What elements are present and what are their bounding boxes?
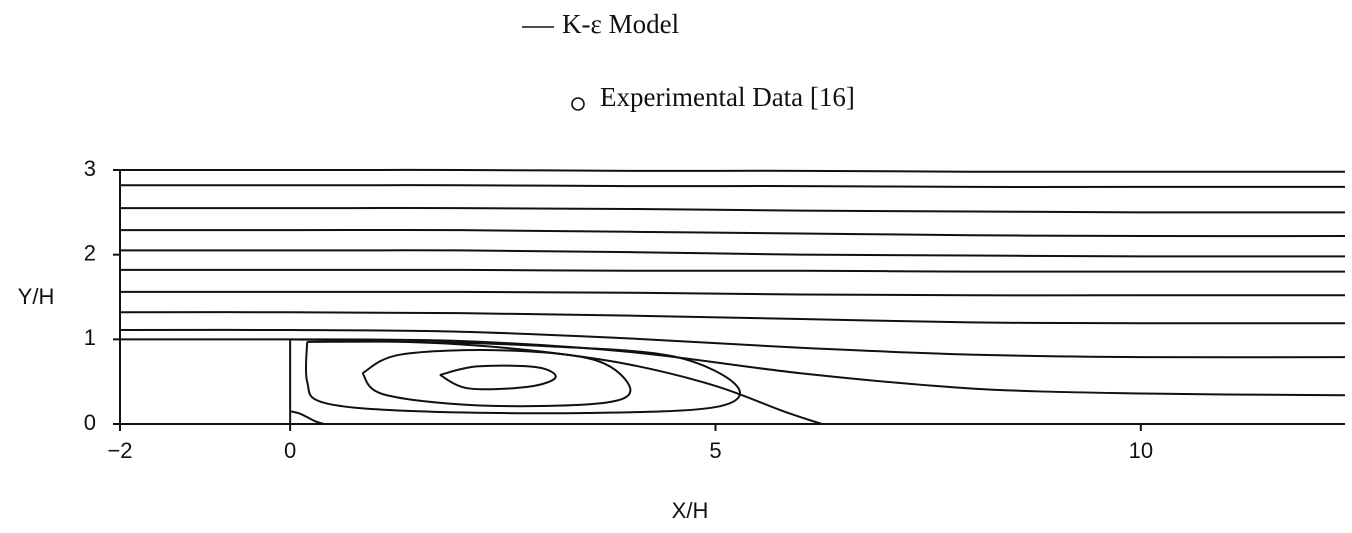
y-axis-label: Y/H [18, 284, 55, 309]
y-tick-label: 2 [84, 240, 96, 265]
streamline [120, 207, 1346, 214]
streamline [119, 311, 1346, 325]
x-tick-label: 10 [1129, 438, 1153, 463]
y-tick-label: 3 [84, 156, 96, 181]
streamline [439, 364, 557, 391]
legend-label: K-ε Model [562, 9, 679, 39]
x-tick-label: 0 [284, 438, 296, 463]
streamline [120, 168, 1345, 173]
streamline [120, 249, 1346, 258]
streamline [290, 338, 1346, 397]
streamline [120, 290, 1345, 297]
x-tick-label: −2 [107, 438, 132, 463]
legend-marker [571, 97, 585, 111]
streamline [119, 328, 1346, 359]
y-tick-label: 1 [84, 325, 96, 350]
x-tick-label: 5 [709, 438, 721, 463]
streamline [120, 228, 1346, 238]
streamline [289, 410, 325, 425]
streamline [361, 349, 632, 408]
y-tick-label: 0 [84, 410, 96, 435]
streamline [120, 184, 1345, 188]
legend-label: Experimental Data [16] [600, 82, 855, 112]
streamline [120, 268, 1345, 273]
streamline [304, 340, 741, 415]
streamline [290, 338, 823, 425]
x-axis-label: X/H [672, 498, 709, 523]
